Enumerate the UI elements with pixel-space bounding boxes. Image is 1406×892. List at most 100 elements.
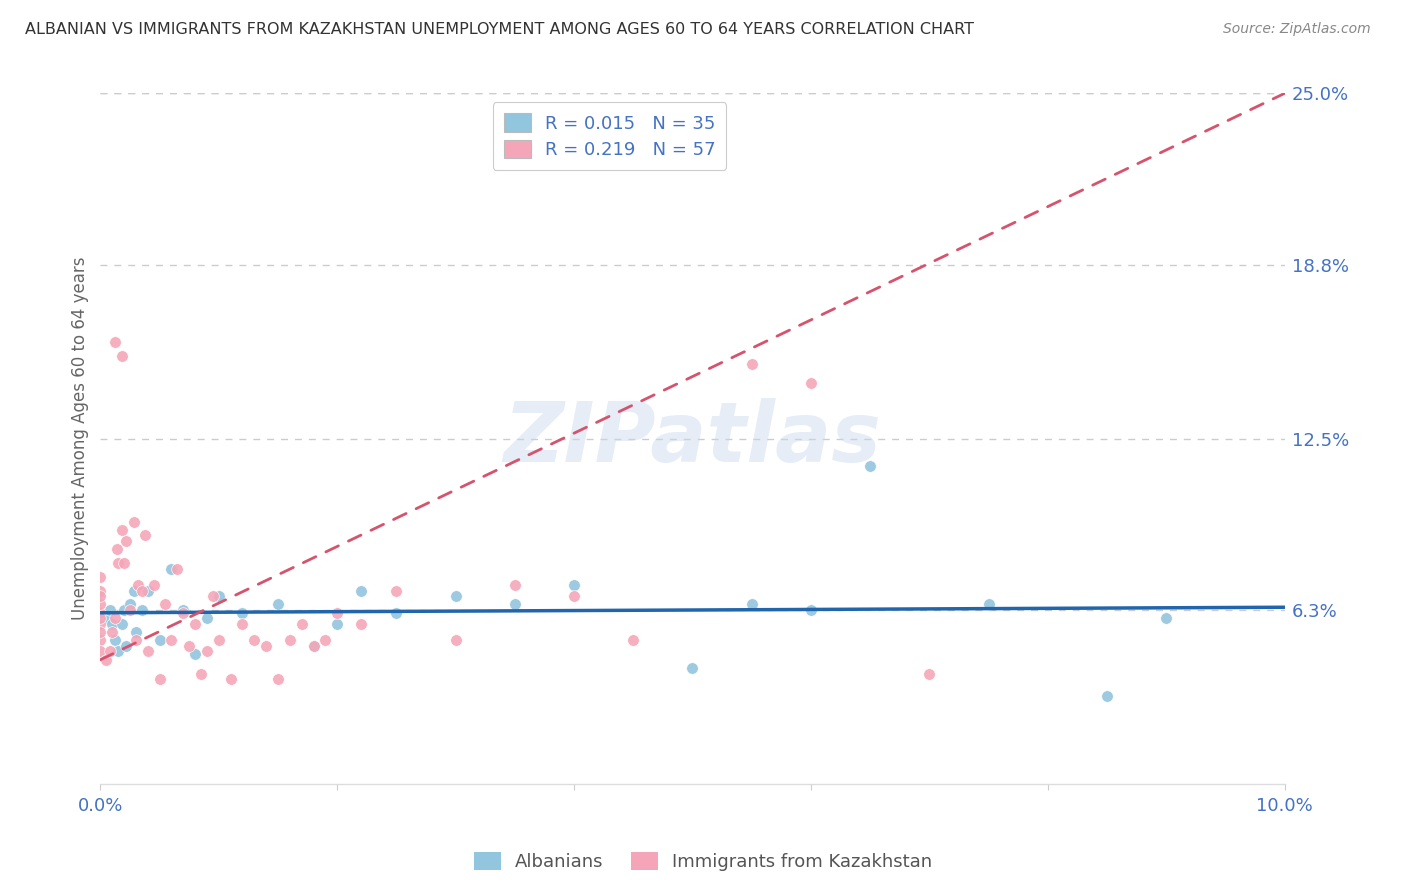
Point — [89, 598, 111, 612]
Point — [741, 598, 763, 612]
Point — [219, 672, 242, 686]
Point — [184, 616, 207, 631]
Point — [89, 644, 111, 658]
Point — [103, 633, 125, 648]
Point — [131, 603, 153, 617]
Point — [89, 633, 111, 648]
Point — [89, 583, 111, 598]
Point — [111, 616, 134, 631]
Point — [326, 616, 349, 631]
Point — [741, 357, 763, 371]
Point — [444, 633, 467, 648]
Point — [160, 561, 183, 575]
Point — [267, 598, 290, 612]
Point — [122, 583, 145, 598]
Point — [195, 611, 218, 625]
Point — [148, 633, 170, 648]
Point — [326, 606, 349, 620]
Point — [134, 528, 156, 542]
Point — [291, 616, 314, 631]
Point — [682, 661, 704, 675]
Point — [136, 583, 159, 598]
Point — [112, 603, 135, 617]
Point — [89, 625, 111, 640]
Point — [98, 644, 121, 658]
Text: Source: ZipAtlas.com: Source: ZipAtlas.com — [1223, 22, 1371, 37]
Point — [278, 633, 301, 648]
Point — [103, 611, 125, 625]
Point — [800, 376, 823, 391]
Point — [127, 578, 149, 592]
Point — [125, 633, 148, 648]
Point — [155, 598, 177, 612]
Point — [385, 606, 408, 620]
Point — [179, 639, 201, 653]
Point — [195, 644, 218, 658]
Point — [115, 533, 138, 548]
Point — [96, 653, 118, 667]
Point — [302, 639, 325, 653]
Point — [562, 589, 585, 603]
Point — [385, 583, 408, 598]
Point — [1095, 689, 1118, 703]
Point — [89, 589, 111, 603]
Text: ZIPatlas: ZIPatlas — [503, 398, 882, 479]
Point — [98, 603, 121, 617]
Point — [107, 644, 129, 658]
Point — [562, 578, 585, 592]
Point — [122, 515, 145, 529]
Point — [107, 556, 129, 570]
Point — [160, 633, 183, 648]
Point — [111, 349, 134, 363]
Point — [89, 611, 111, 625]
Point — [254, 639, 277, 653]
Point — [208, 589, 231, 603]
Point — [314, 633, 336, 648]
Point — [89, 606, 111, 620]
Point — [231, 616, 253, 631]
Y-axis label: Unemployment Among Ages 60 to 64 years: Unemployment Among Ages 60 to 64 years — [72, 257, 89, 621]
Point — [105, 542, 128, 557]
Point — [103, 334, 125, 349]
Point — [112, 556, 135, 570]
Point — [231, 606, 253, 620]
Point — [859, 459, 882, 474]
Point — [267, 672, 290, 686]
Point — [1154, 611, 1177, 625]
Point — [350, 583, 373, 598]
Point — [125, 625, 148, 640]
Legend: Albanians, Immigrants from Kazakhstan: Albanians, Immigrants from Kazakhstan — [467, 845, 939, 879]
Point — [101, 625, 124, 640]
Point — [201, 589, 224, 603]
Point — [444, 589, 467, 603]
Point — [96, 611, 118, 625]
Point — [503, 578, 526, 592]
Point — [302, 639, 325, 653]
Point — [977, 598, 1000, 612]
Point — [142, 578, 165, 592]
Text: ALBANIAN VS IMMIGRANTS FROM KAZAKHSTAN UNEMPLOYMENT AMONG AGES 60 TO 64 YEARS CO: ALBANIAN VS IMMIGRANTS FROM KAZAKHSTAN U… — [25, 22, 974, 37]
Point — [918, 666, 941, 681]
Point — [101, 616, 124, 631]
Point — [621, 633, 644, 648]
Point — [503, 598, 526, 612]
Point — [136, 644, 159, 658]
Point — [184, 647, 207, 661]
Point — [800, 603, 823, 617]
Point — [172, 603, 194, 617]
Point — [208, 633, 231, 648]
Point — [190, 666, 212, 681]
Point — [111, 523, 134, 537]
Point — [148, 672, 170, 686]
Point — [89, 616, 111, 631]
Point — [166, 561, 188, 575]
Legend: R = 0.015   N = 35, R = 0.219   N = 57: R = 0.015 N = 35, R = 0.219 N = 57 — [492, 103, 727, 170]
Point — [350, 616, 373, 631]
Point — [131, 583, 153, 598]
Point — [118, 598, 141, 612]
Point — [115, 639, 138, 653]
Point — [243, 633, 266, 648]
Point — [89, 570, 111, 584]
Point — [118, 603, 141, 617]
Point — [172, 606, 194, 620]
